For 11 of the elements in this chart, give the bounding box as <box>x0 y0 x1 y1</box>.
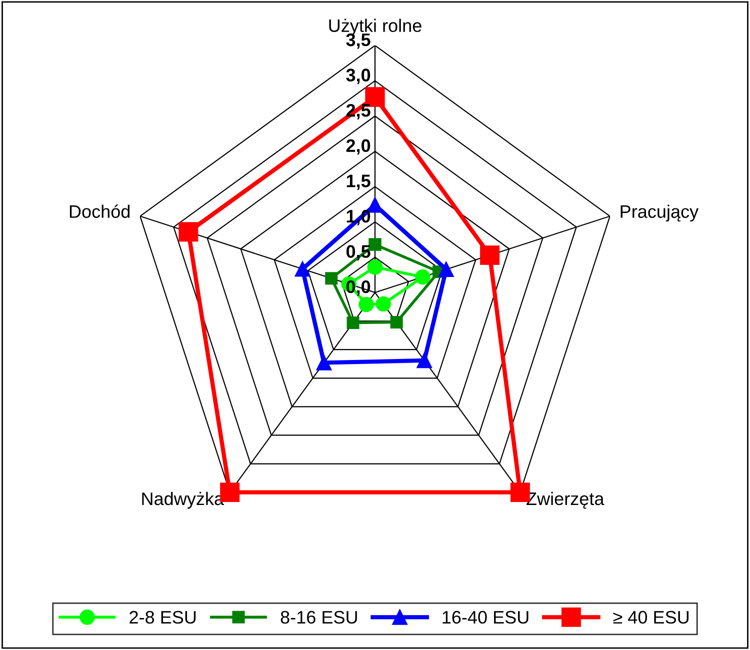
spoke-label: Zwierzęta <box>526 492 604 509</box>
spoke-label: Pracujący <box>620 204 699 222</box>
legend-label: 8-16 ESU <box>280 610 357 624</box>
spoke-label: Dochód <box>70 204 130 218</box>
legend-label: ≥ 40 ESU <box>613 610 688 624</box>
legend-label: 16-40 ESU <box>442 610 528 624</box>
spoke-label: Nadwyżka <box>142 492 224 509</box>
legend-label: 2-8 ESU <box>130 610 196 624</box>
y-tick-label: 3,0 <box>346 68 370 84</box>
y-tick-label: 2,0 <box>346 139 370 155</box>
y-tick-label: 1,5 <box>346 174 370 190</box>
